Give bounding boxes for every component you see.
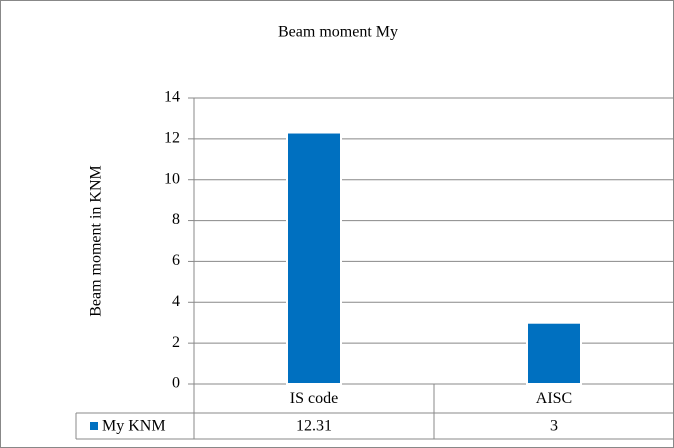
legend-key [90, 422, 98, 430]
y-tick-label: 14 [164, 89, 180, 106]
y-tick-label: 2 [172, 334, 180, 351]
legend-label: My KNM [102, 418, 166, 435]
y-tick-label: 10 [164, 170, 180, 187]
table-value: 12.31 [296, 418, 332, 435]
bar [286, 131, 342, 385]
y-tick-label: 12 [164, 130, 180, 147]
y-tick-label: 6 [172, 252, 180, 269]
y-tick-label: 8 [172, 211, 180, 228]
y-tick-label: 0 [172, 375, 180, 392]
table-value: 3 [550, 418, 558, 435]
y-axis-label: Beam moment in KNM [88, 165, 105, 317]
bar [526, 321, 582, 386]
x-tick-label: AISC [536, 390, 572, 407]
chart-title: Beam moment My [278, 24, 398, 41]
x-tick-label: IS code [290, 390, 338, 407]
y-tick-label: 4 [172, 293, 180, 310]
